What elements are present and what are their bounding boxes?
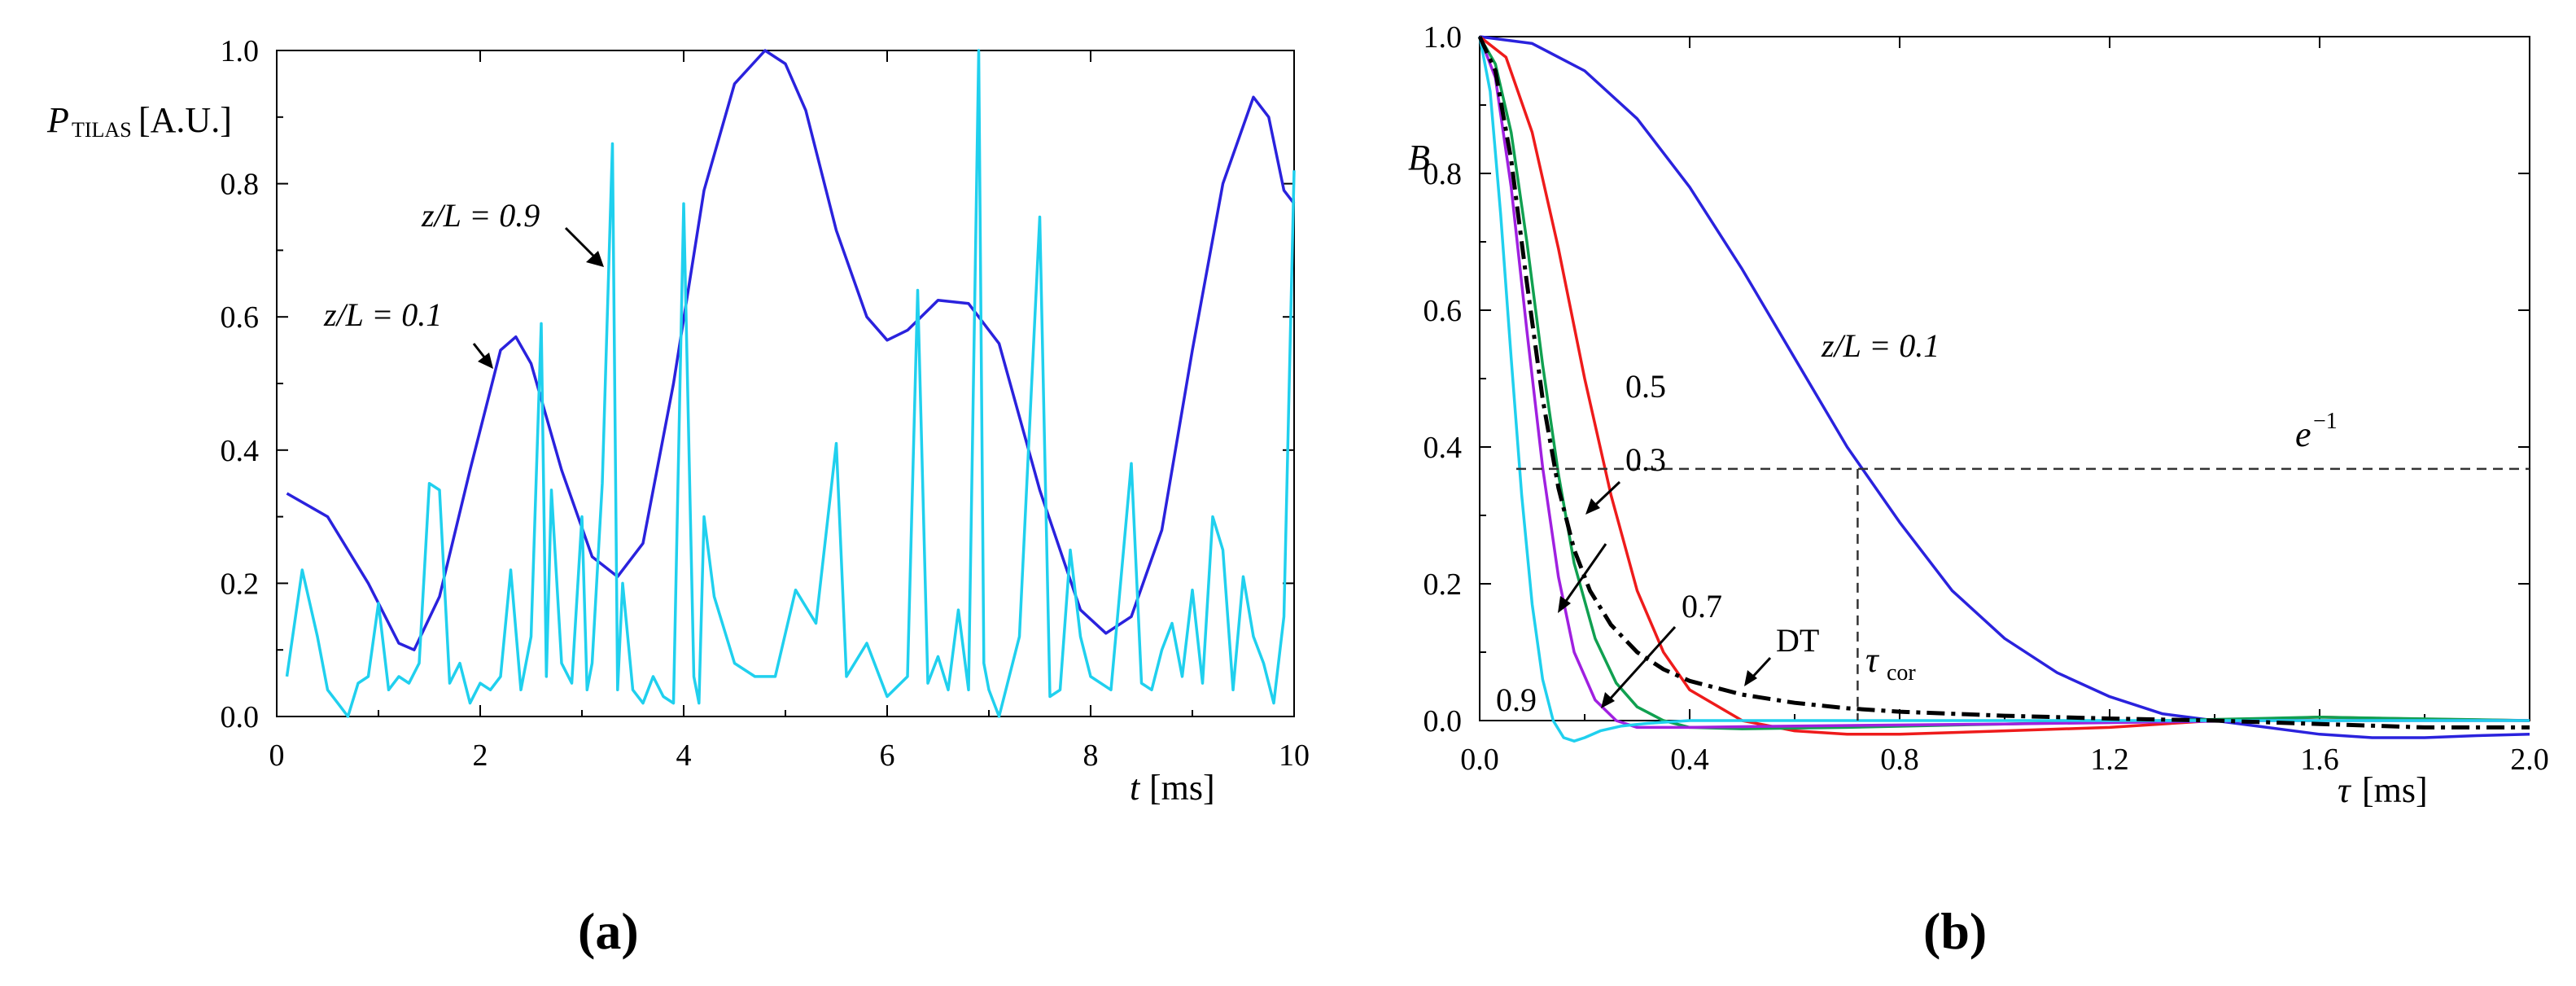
panel-b-arrows — [1558, 480, 1772, 708]
y-tick-label-a-2: 0.4 — [221, 434, 260, 468]
x-tick-label-a-3: 6 — [880, 738, 895, 773]
panel-b: 0.0 0.4 0.8 1.2 1.6 2.0 0.0 0.2 0.4 0.6 0.8 1.0 B τ… — [1408, 20, 2549, 960]
y-tick-label-a-4: 0.8 — [221, 168, 260, 202]
x-tick-label-b-3: 1.2 — [2090, 743, 2129, 777]
marker-label-tau-sub: cor — [1887, 660, 1916, 686]
series-line-b-4 — [1478, 36, 2530, 743]
panel-b-series — [1477, 35, 2530, 743]
x-tick-label-a-2: 4 — [676, 738, 692, 773]
ref-label-e: e — [2295, 414, 2311, 454]
panel-a: 0 2 4 6 8 10 0.0 0.2 0.4 0.6 0.8 1.0 P TILAS [A.U.]… — [46, 34, 1310, 960]
y-tick-label-b-1: 0.2 — [1424, 567, 1463, 602]
x-tick-label-a-4: 8 — [1083, 738, 1099, 773]
annotation-b-09: 0.9 — [1496, 681, 1537, 718]
y-tick-label-a-1: 0.2 — [221, 567, 260, 601]
x-tick-label-b-5: 2.0 — [2510, 743, 2549, 777]
ref-label-e-sup: −1 — [2313, 409, 2338, 434]
xlabel-var-b: τ — [2338, 770, 2352, 810]
y-tick-label-b-3: 0.6 — [1424, 294, 1463, 328]
annotation-b-05: 0.5 — [1625, 368, 1666, 405]
arrowhead-a-01 — [478, 353, 493, 369]
xlabel-unit-b: [ms] — [2362, 770, 2428, 810]
x-tick-label-a-0: 0 — [269, 738, 285, 773]
arrow-b-07 — [1606, 625, 1677, 703]
series-line-b-5 — [1477, 35, 2530, 730]
y-tick-label-b-0: 0.0 — [1424, 704, 1463, 738]
x-tick-label-a-5: 10 — [1279, 738, 1310, 773]
arrowhead-b-05 — [1558, 596, 1571, 613]
annotation-b-07: 0.7 — [1682, 588, 1722, 624]
y-tick-label-b-4: 0.8 — [1424, 157, 1463, 191]
series-line-b-0 — [1479, 35, 2530, 739]
y-tick-label-b-2: 0.4 — [1424, 431, 1463, 465]
arrowhead-a-09 — [586, 251, 604, 267]
panel-b-reference-lines — [1516, 467, 2530, 721]
ylabel-var-b: B — [1408, 138, 1430, 177]
annotation-b-01: z/L = 0.1 — [1821, 327, 1940, 364]
x-tick-label-b-1: 0.4 — [1670, 743, 1709, 777]
ylabel-var-a: P — [46, 100, 69, 140]
annotation-b-03: 0.3 — [1625, 441, 1666, 478]
panel-b-ticks: 0.0 0.4 0.8 1.2 1.6 2.0 0.0 0.2 0.4 0.6 0.8 1.0 — [1424, 20, 2549, 777]
caption-a: (a) — [578, 902, 639, 960]
y-tick-label-b-5: 1.0 — [1424, 20, 1463, 55]
annotation-a-01: z/L = 0.1 — [323, 296, 442, 333]
ylabel-sub-a: TILAS — [72, 118, 132, 142]
panel-a-series — [285, 49, 1296, 718]
x-tick-label-a-1: 2 — [473, 738, 488, 773]
series-line-a-1 — [285, 49, 1296, 718]
series-line-b-3 — [1478, 36, 2530, 730]
caption-b: (b) — [1923, 902, 1987, 960]
ylabel-unit-a: [A.U.] — [138, 100, 232, 140]
arrowhead-b-03 — [1585, 498, 1600, 515]
arrowhead-b-dt — [1744, 670, 1757, 686]
marker-label-tau: τ — [1865, 640, 1880, 680]
annotation-a-09: z/L = 0.9 — [421, 197, 540, 234]
panel-a-arrows — [472, 226, 604, 369]
arrow-a-09 — [564, 226, 600, 262]
arrowhead-b-07 — [1601, 692, 1615, 708]
xlabel-unit-a: [ms] — [1149, 768, 1215, 808]
x-tick-label-b-0: 0.0 — [1460, 743, 1499, 777]
xlabel-var-a: t — [1130, 768, 1141, 808]
series-line-a-0 — [286, 49, 1296, 651]
x-tick-label-b-2: 0.8 — [1880, 743, 1919, 777]
y-tick-label-a-0: 0.0 — [221, 700, 260, 734]
annotation-b-dt: DT — [1776, 622, 1819, 659]
arrow-b-05 — [1561, 543, 1607, 607]
panel-a-ticks: 0 2 4 6 8 10 0.0 0.2 0.4 0.6 0.8 1.0 — [221, 34, 1310, 773]
y-tick-label-a-5: 1.0 — [221, 34, 260, 68]
y-tick-label-a-3: 0.6 — [221, 300, 260, 335]
x-tick-label-b-4: 1.6 — [2300, 743, 2339, 777]
